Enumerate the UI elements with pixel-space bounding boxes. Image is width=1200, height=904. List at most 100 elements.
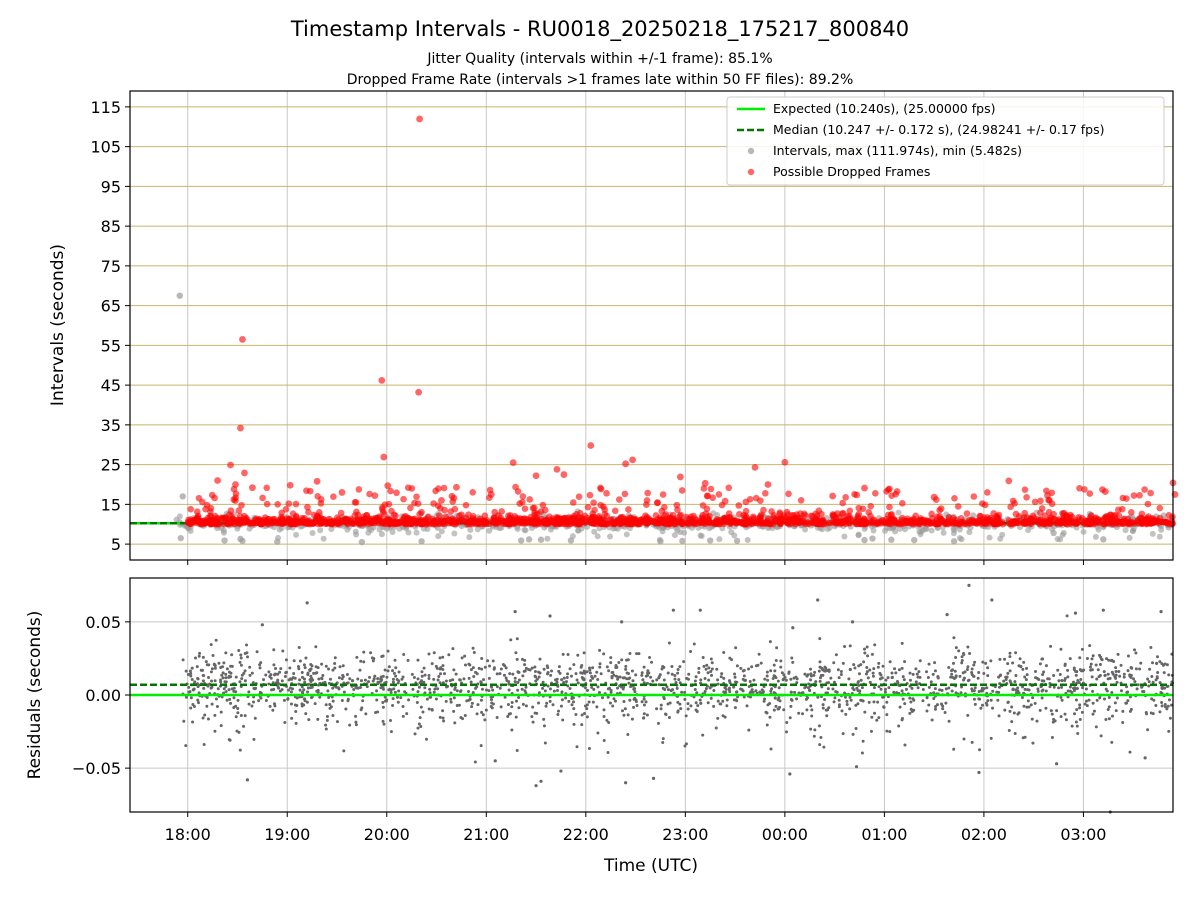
residual-point (316, 718, 319, 721)
top-x-axis-ticks (188, 560, 1084, 565)
dropped-point (1139, 511, 1146, 518)
residual-point (872, 672, 875, 675)
residual-point (1085, 700, 1088, 703)
dropped-point (522, 505, 529, 512)
residual-point (577, 682, 580, 685)
residual-point (941, 689, 944, 692)
residual-point (210, 686, 213, 689)
residual-point (1079, 718, 1082, 721)
dropped-point (612, 507, 619, 514)
residual-point (990, 598, 993, 601)
residual-point (966, 665, 969, 668)
top-y-tick-label: 65 (101, 297, 121, 316)
residual-point (1107, 673, 1110, 676)
residual-point (360, 708, 363, 711)
residual-point (775, 646, 778, 649)
residual-point (290, 690, 293, 693)
residual-point (394, 675, 397, 678)
residual-point (539, 780, 542, 783)
residual-point (974, 686, 977, 689)
interval-point (896, 510, 902, 516)
interval-point (1100, 536, 1106, 542)
residual-point (931, 719, 934, 722)
residual-point (707, 701, 710, 704)
residual-point (795, 697, 798, 700)
residual-point (443, 672, 446, 675)
residual-point (908, 712, 911, 715)
residual-point (1059, 673, 1062, 676)
dropped-point (469, 489, 476, 496)
dropped-point (596, 519, 603, 526)
residual-point (1167, 705, 1170, 708)
residual-point (326, 719, 329, 722)
residual-point (720, 672, 723, 675)
residual-point (776, 707, 779, 710)
residual-point (765, 711, 768, 714)
residual-point (427, 674, 430, 677)
residual-point (1101, 658, 1104, 661)
residual-point (936, 703, 939, 706)
dropped-point (899, 500, 906, 507)
residual-point (861, 751, 864, 754)
residual-point (766, 723, 769, 726)
dropped-point (840, 518, 847, 525)
residual-point (1111, 715, 1114, 718)
residual-point (284, 675, 287, 678)
residual-point (673, 678, 676, 681)
interval-point (997, 536, 1003, 542)
residual-point (1145, 712, 1148, 715)
residual-point (788, 772, 791, 775)
residual-point (482, 678, 485, 681)
legend-intervals-label: Intervals, max (111.974s), min (5.482s) (773, 143, 1022, 158)
residual-point (902, 675, 905, 678)
interval-point (310, 530, 316, 536)
dropped-point (384, 482, 391, 489)
residual-point (420, 670, 423, 673)
residual-point (248, 666, 251, 669)
residual-point (267, 682, 270, 685)
residual-point (566, 672, 569, 675)
top-y-tick-label: 45 (101, 376, 121, 395)
residual-point (601, 696, 604, 699)
residual-point (523, 663, 526, 666)
dropped-point (498, 508, 505, 515)
residual-point (191, 667, 194, 670)
residual-point (699, 678, 702, 681)
dropped-point (1136, 492, 1143, 499)
residual-point (917, 676, 920, 679)
residual-point (393, 672, 396, 675)
dropped-point (842, 494, 849, 501)
residual-point (268, 675, 271, 678)
dropped-point (1027, 520, 1034, 527)
residual-point (539, 658, 542, 661)
residual-point (701, 734, 704, 737)
residual-point (468, 677, 471, 680)
residual-point (925, 710, 928, 713)
dropped-point (634, 519, 641, 526)
dropped-point (765, 481, 772, 488)
residual-point (294, 710, 297, 713)
residual-point (247, 690, 250, 693)
residual-point (858, 672, 861, 675)
residual-point (671, 673, 674, 676)
residual-point (451, 647, 454, 650)
residual-point (594, 675, 597, 678)
residual-point (627, 677, 630, 680)
residual-point (880, 688, 883, 691)
residual-point (514, 610, 517, 613)
residual-point (362, 660, 365, 663)
residual-point (1051, 736, 1054, 739)
residual-point (637, 652, 640, 655)
interval-point (368, 527, 374, 533)
residual-point (201, 669, 204, 672)
residual-point (554, 678, 557, 681)
residual-point (447, 653, 450, 656)
residual-point (1028, 688, 1031, 691)
dropped-point (1131, 492, 1138, 499)
residual-point (854, 704, 857, 707)
residual-point (715, 668, 718, 671)
residual-point (683, 698, 686, 701)
residual-point (525, 686, 528, 689)
dropped-point (860, 505, 867, 512)
dropped-point (971, 493, 978, 500)
